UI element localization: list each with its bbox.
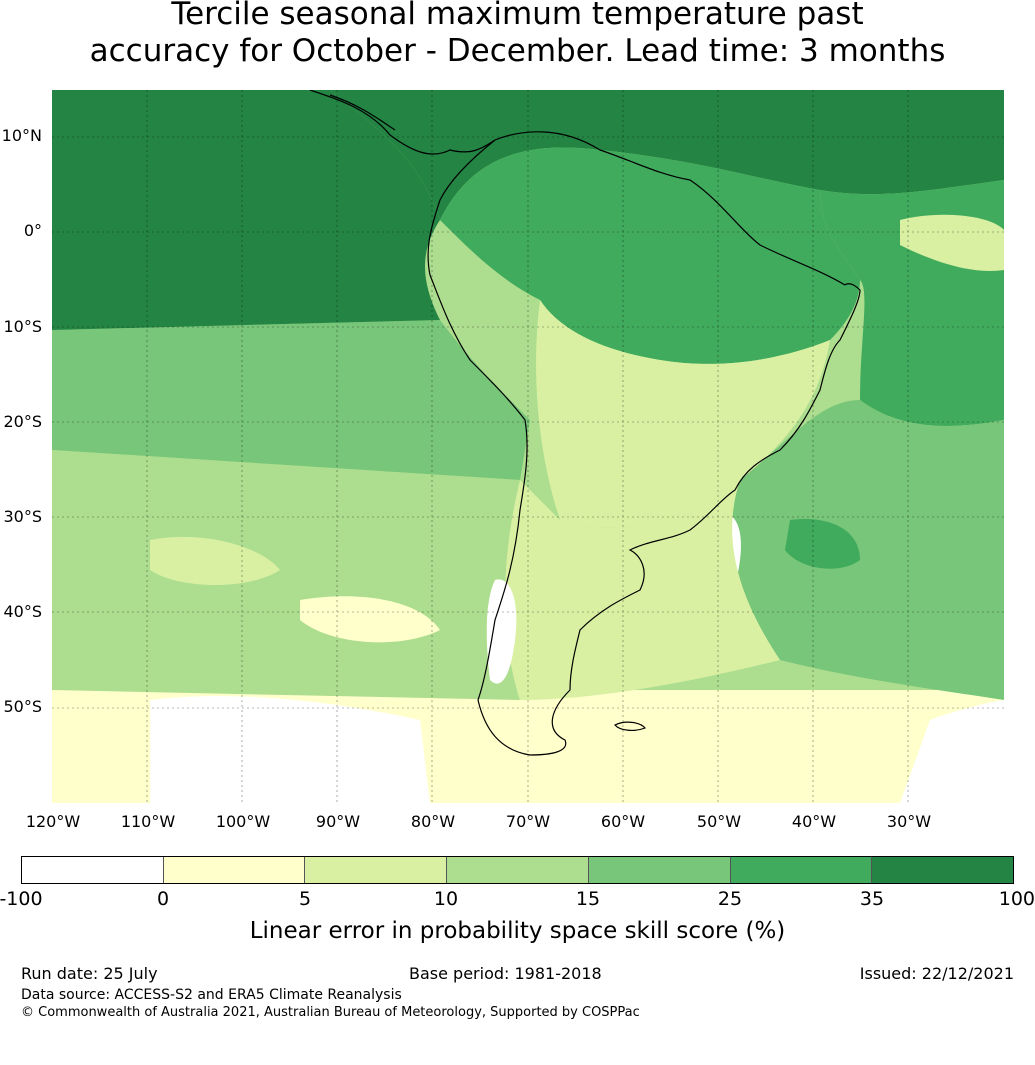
colorbar-segment-2 <box>163 857 306 883</box>
coastline <box>309 90 861 756</box>
southern-ocean-white-patch <box>150 696 430 803</box>
copyright: © Commonwealth of Australia 2021, Austra… <box>21 1005 640 1020</box>
lon-label-120w: 120°W <box>25 812 81 831</box>
lat-label-10s: 10°S <box>3 317 42 336</box>
lat-label-30s: 30°S <box>3 507 42 526</box>
lat-label-20s: 20°S <box>3 412 42 431</box>
colorbar-tick-6: 25 <box>717 888 743 910</box>
lon-label-40w: 40°W <box>791 812 837 831</box>
lon-label-110w: 110°W <box>120 812 176 831</box>
pacific-light-patch-1 <box>150 536 280 585</box>
lat-label-10n: 10°N <box>1 126 42 145</box>
colorbar-tick-7: 35 <box>859 888 885 910</box>
caribbean-region <box>330 90 1004 220</box>
colorbar-segment-5 <box>588 857 731 883</box>
falklands <box>614 721 646 731</box>
equatorial-pacific-region <box>52 90 440 330</box>
colorbar-segment-1 <box>22 857 164 883</box>
colorbar-segment-7 <box>872 857 1014 883</box>
south-atlantic-region <box>732 400 1004 700</box>
pacific-light-patch-2 <box>300 596 440 643</box>
issued-date: Issued: 22/12/2021 <box>859 964 1014 983</box>
colorbar-label: Linear error in probability space skill … <box>249 918 786 944</box>
colorbar-tick-1: -100 <box>0 888 43 910</box>
lat-label-50s: 50°S <box>3 697 42 716</box>
lon-label-100w: 100°W <box>215 812 271 831</box>
central-brazil-region <box>536 300 830 528</box>
data-source: Data source: ACCESS-S2 and ERA5 Climate … <box>21 987 402 1003</box>
colorbar-tick-2: 0 <box>156 888 170 910</box>
atlantic-light-patch <box>900 214 1004 271</box>
title-line-1: Tercile seasonal maximum temperature pas… <box>171 0 864 32</box>
lon-label-60w: 60°W <box>600 812 646 831</box>
south-america-coast <box>427 139 861 756</box>
lat-label-0: 0° <box>23 221 42 240</box>
colorbar-tick-3: 5 <box>298 888 312 910</box>
lat-label-40s: 40°S <box>3 602 42 621</box>
colorbar-segment-6 <box>730 857 873 883</box>
lon-label-30w: 30°W <box>886 812 932 831</box>
colorbar-segment-3 <box>305 857 448 883</box>
south-atlantic-dark-patch <box>785 519 860 569</box>
base-period: Base period: 1981-2018 <box>409 964 602 983</box>
title-line-2: accuracy for October - December. Lead ti… <box>89 33 946 69</box>
graticule <box>52 90 1004 803</box>
central-america-coast <box>309 90 496 155</box>
caribbean-coast <box>329 94 846 286</box>
colorbar-tick-5: 15 <box>575 888 601 910</box>
skill-score-map <box>52 90 1004 803</box>
colorbar-segment-4 <box>447 857 589 883</box>
south-atlantic-white-patch <box>900 700 1004 803</box>
lon-label-70w: 70°W <box>505 812 551 831</box>
colorbar <box>21 856 1014 884</box>
amazon-region <box>440 147 860 364</box>
lon-label-90w: 90°W <box>315 812 361 831</box>
southeast-pacific-region <box>52 320 530 480</box>
run-date: Run date: 25 July <box>21 964 158 983</box>
colorbar-tick-4: 10 <box>433 888 459 910</box>
lon-label-50w: 50°W <box>696 812 742 831</box>
patagonia-region <box>505 480 780 700</box>
southern-pacific-mid <box>52 450 520 700</box>
chile-white-patch <box>486 579 517 684</box>
map-title: Tercile seasonal maximum temperature pas… <box>0 0 1035 70</box>
lon-label-80w: 80°W <box>410 812 456 831</box>
colorbar-tick-8: 100 <box>998 888 1035 910</box>
